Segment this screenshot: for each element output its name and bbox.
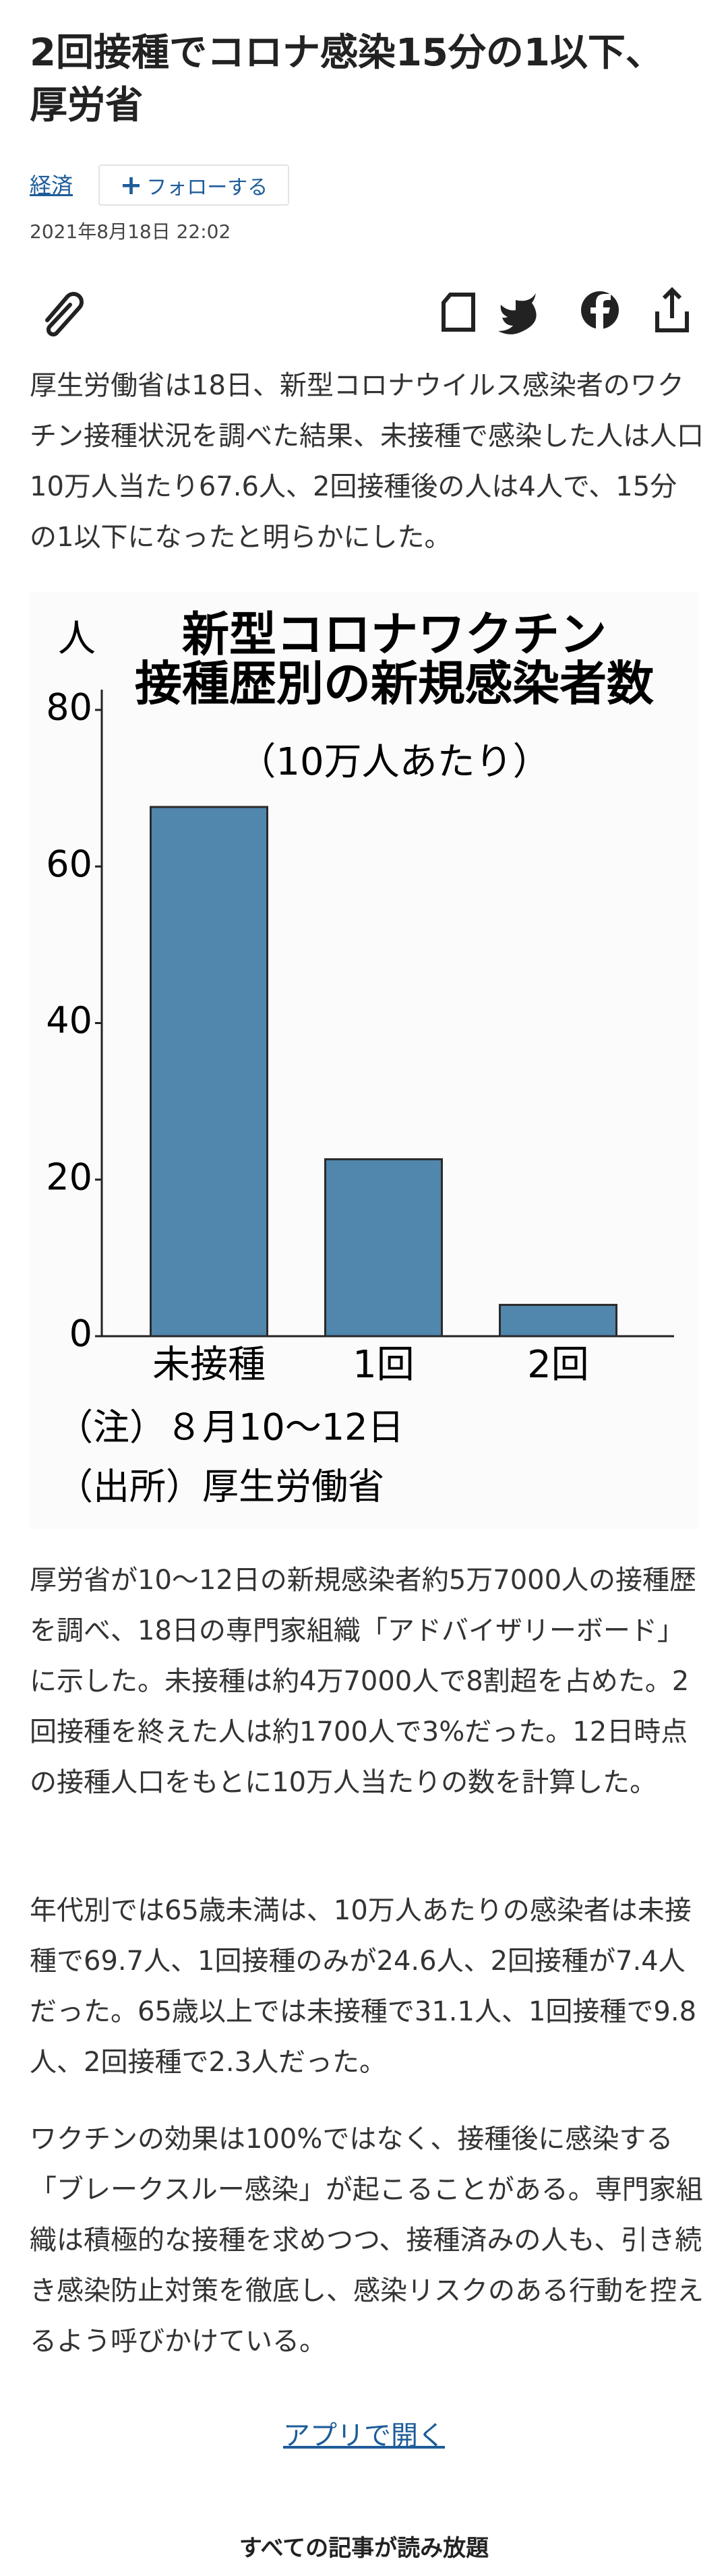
y-axis-label: 人 xyxy=(58,617,96,661)
chart-note: （注）８月10〜12日 xyxy=(57,1406,404,1449)
lead-paragraph: 厚生労働省は18日、新型コロナウイルス感染者のワクチン接種状況を調べた結果、未接… xyxy=(30,370,704,553)
bar xyxy=(324,1158,443,1338)
body-paragraph: ワクチンの効果は100%ではなく、接種後に感染する「ブレークスルー感染」が起こる… xyxy=(30,2124,704,2357)
y-tick-label: 80 xyxy=(46,686,92,729)
bar xyxy=(499,1304,617,1338)
article-title: 2回接種でコロナ感染15分の1以下、厚労省 xyxy=(30,31,663,127)
bar xyxy=(150,806,268,1338)
body-paragraph: 厚労省が10〜12日の新規感染者約5万7000人の接種歴を調べ、18日の専門家組… xyxy=(30,1565,697,1798)
chart-title-line: 新型コロナワクチン xyxy=(182,607,607,662)
follow-button[interactable]: + フォローする xyxy=(98,164,289,206)
body-paragraph: 年代別では65歳未満は、10万人あたりの感染者は未接種で69.7人、1回接種のみ… xyxy=(30,1895,697,2078)
chart-title-line: 接種歴別の新規感染者数 xyxy=(135,656,654,711)
twitter-icon[interactable] xyxy=(498,293,537,334)
bookmark-icon[interactable] xyxy=(442,293,475,332)
y-tick-label: 0 xyxy=(69,1313,92,1355)
x-tick-label: 未接種 xyxy=(152,1343,266,1387)
x-tick-label: 2回 xyxy=(527,1343,589,1387)
date: 2021年8月18日 22:02 xyxy=(30,220,231,243)
category-link[interactable]: 経済 xyxy=(30,173,73,198)
x-tick-label: 1回 xyxy=(353,1343,415,1387)
y-tick-label: 40 xyxy=(46,999,92,1042)
follow-label: フォローする xyxy=(146,175,268,200)
promo-text: すべての記事が読み放題 xyxy=(239,2535,489,2562)
chart: 人 新型コロナワクチン 接種歴別の新規感染者数 （10万人あたり） （注）８月1… xyxy=(30,592,698,1529)
share-icon[interactable] xyxy=(655,287,689,332)
chart-subtitle: （10万人あたり） xyxy=(238,740,550,784)
chart-note: （出所）厚生労働省 xyxy=(57,1466,384,1508)
y-tick-label: 20 xyxy=(46,1156,92,1198)
icon-bar xyxy=(45,287,689,337)
y-tick-label: 60 xyxy=(46,843,92,885)
attach-icon[interactable] xyxy=(45,291,84,337)
app-link[interactable]: アプリで開く xyxy=(283,2420,445,2451)
